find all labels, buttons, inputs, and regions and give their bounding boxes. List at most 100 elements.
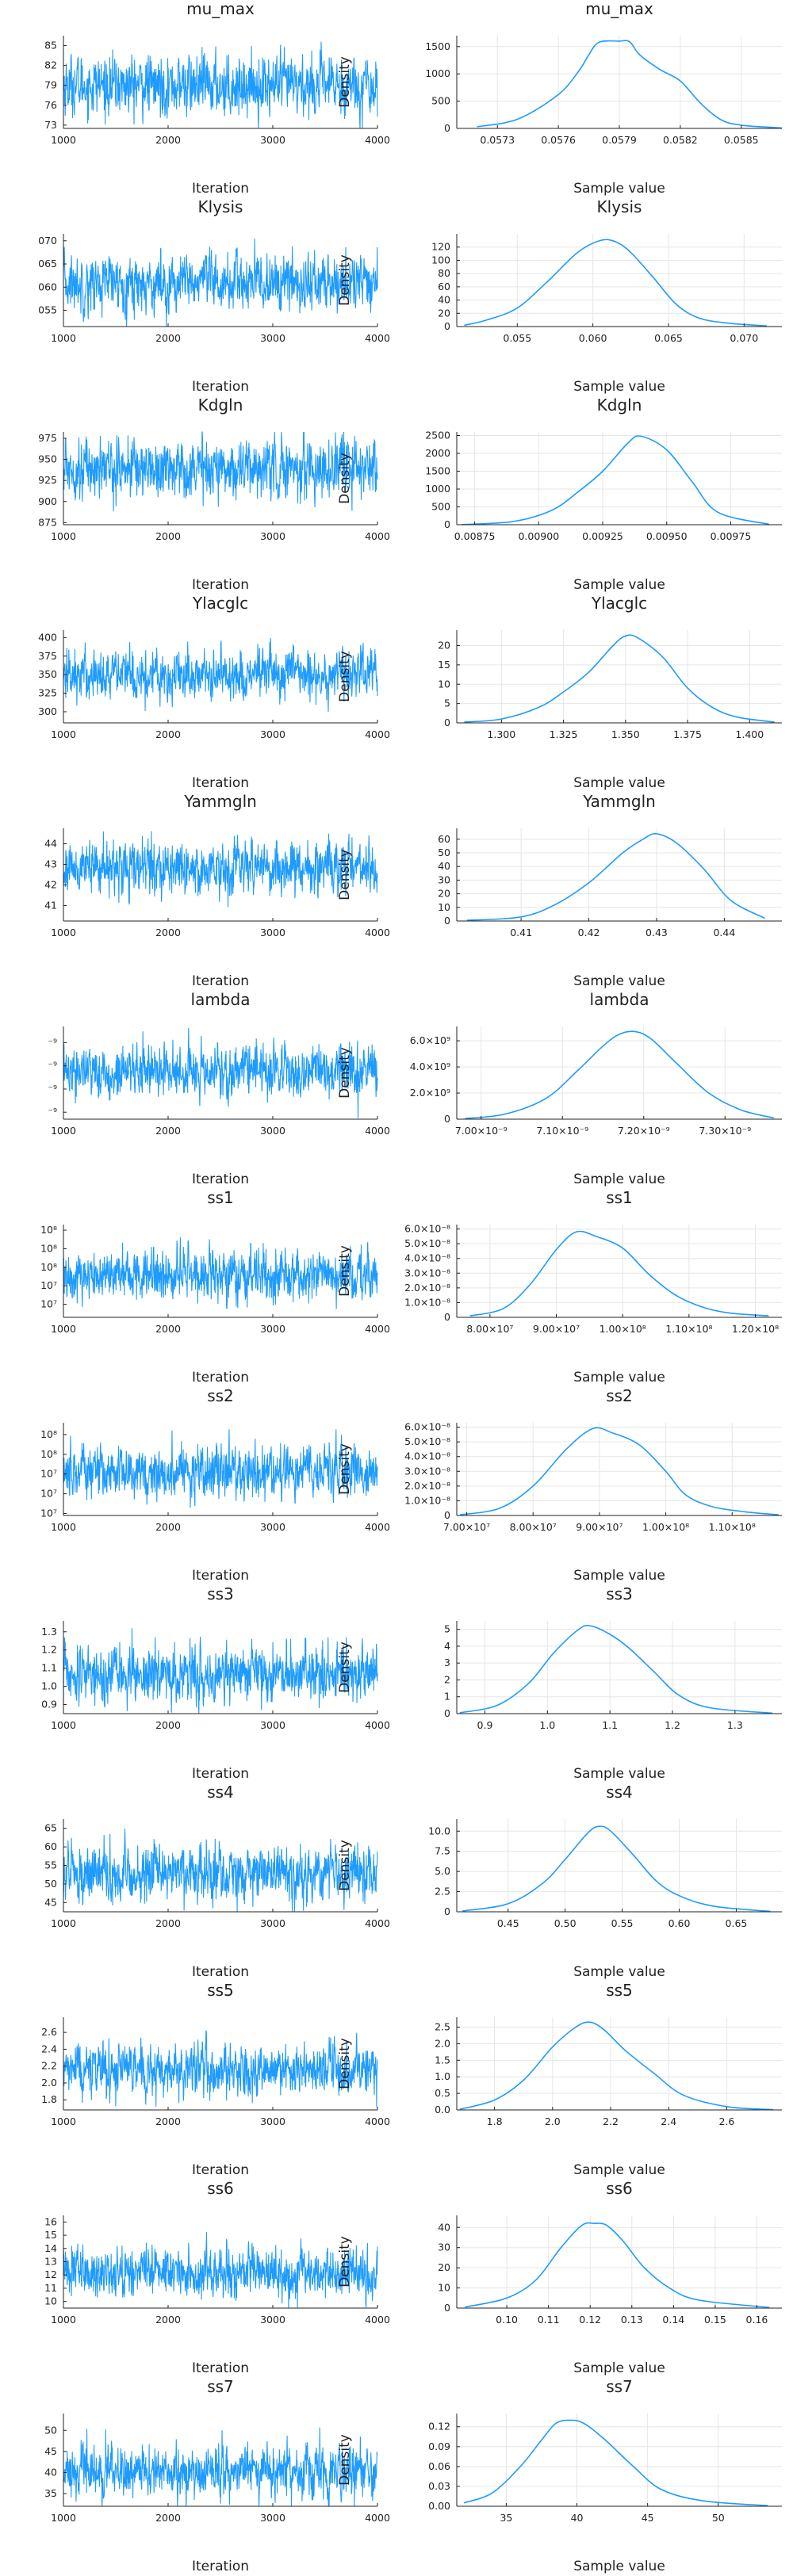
density-ylabel: Density: [337, 2434, 353, 2486]
density-xlabel: Sample value: [573, 2360, 665, 2376]
trace-plot-ss3: ss3 Iteration 1000 2000 3000 4000 0.9 1.0 1.1 1.2…: [41, 1584, 390, 1782]
trace-ytick-label: 070: [38, 235, 57, 247]
trace-ytick-label: 85: [44, 40, 57, 52]
density-ytick-label: 50: [438, 847, 450, 858]
density-xlabel: Sample value: [573, 2162, 665, 2178]
trace-xtick-label: 3000: [260, 927, 285, 938]
density-ytick-label: 40: [438, 294, 450, 306]
density-xtick-label: 0.0585: [724, 134, 759, 146]
trace-xtick-label: 2000: [155, 530, 181, 542]
row-ss2: ss2 Iteration 1000 2000 3000 4000 10⁷ 10⁷ 10⁷ 10⁸…: [40, 1386, 782, 1584]
trace-ytick-label: 12: [44, 2268, 57, 2280]
density-ylabel: Density: [337, 1443, 353, 1495]
density-xtick-label: 1.20×10⁸: [732, 1323, 779, 1335]
density-title: ss2: [606, 1386, 633, 1405]
density-ytick-label: 20: [438, 307, 450, 319]
density-xtick-label: 0.65: [726, 1917, 748, 1929]
density-ytick-label: 3.0×10⁻⁸: [404, 1267, 450, 1278]
trace-xlabel: Iteration: [192, 1964, 249, 1980]
density-xtick-label: 40: [571, 2512, 584, 2524]
density-ytick-label: 0: [444, 518, 450, 530]
trace-line-ss4: [63, 1829, 378, 1913]
row-ss1: ss1 Iteration 1000 2000 3000 4000 10⁷ 10⁷ 10⁸ 10⁸…: [40, 1188, 782, 1385]
density-xtick-label: 7.30×10⁻⁹: [699, 1125, 751, 1137]
trace-plot-ss1: ss1 Iteration 1000 2000 3000 4000 10⁷ 10⁷ 10⁸ 10⁸…: [40, 1188, 390, 1385]
density-ytick-label: 2.0×10⁻⁸: [404, 1282, 450, 1294]
trace-xtick-label: 3000: [260, 530, 285, 542]
density-ytick-label: 2.0×10⁻⁸: [404, 1480, 450, 1492]
trace-xtick-label: 4000: [365, 1719, 390, 1731]
density-xtick-label: 0.00925: [582, 530, 623, 542]
trace-ytick-label: 10⁷: [40, 1279, 57, 1291]
density-ylabel: Density: [337, 1047, 353, 1099]
density-xtick-label: 0.00900: [518, 530, 559, 542]
density-curve-ss1: [469, 1230, 769, 1317]
trace-xtick-label: 2000: [155, 927, 181, 938]
density-xtick-label: 0.11: [538, 2314, 560, 2326]
trace-ytick-label: ⁻⁹: [48, 1083, 57, 1095]
trace-plot-Yammgln: Yammgln Iteration 1000 2000 3000 4000 41 42 43 44: [44, 792, 390, 989]
trace-xtick-label: 4000: [365, 927, 390, 938]
trace-ytick-label: 10⁷: [40, 1488, 57, 1500]
density-ytick-label: 6.0×10⁹: [410, 1034, 450, 1046]
trace-ytick-label: 925: [38, 474, 57, 486]
trace-xtick-label: 1000: [51, 332, 76, 344]
trace-xtick-label: 4000: [365, 1125, 390, 1137]
density-xtick-label: 1.400: [735, 728, 764, 740]
density-xtick-label: 8.00×10⁷: [466, 1323, 513, 1335]
density-xlabel: Sample value: [573, 1171, 665, 1187]
density-xtick-label: 0.15: [704, 2314, 726, 2326]
trace-ytick-label: 350: [38, 668, 57, 680]
trace-line-ss3: [63, 1628, 378, 1714]
density-plot-Klysis: Klysis Sample value 0.055 0.060 0.065 0.070 02…: [337, 197, 782, 395]
trace-title: ss3: [207, 1584, 234, 1603]
trace-ytick-label: 0.9: [41, 1699, 57, 1710]
density-ytick-label: 60: [438, 281, 450, 292]
density-ylabel: Density: [337, 849, 353, 900]
trace-xtick-label: 3000: [260, 2512, 285, 2524]
trace-line-ss2: [63, 1429, 378, 1508]
trace-ytick-label: 76: [44, 99, 57, 111]
trace-ytick-label: ⁻⁹: [48, 1060, 57, 1072]
density-xtick-label: 0.9: [477, 1719, 493, 1731]
trace-plot-ss5: ss5 Iteration 1000 2000 3000 4000 1.8 2.0 2.2 2.4…: [41, 1981, 390, 2178]
trace-xtick-label: 2000: [155, 1323, 181, 1335]
density-xtick-label: 0.16: [746, 2314, 768, 2326]
density-ytick-label: 2500: [425, 430, 450, 441]
trace-ytick-label: 16: [44, 2215, 57, 2227]
trace-xtick-label: 1000: [51, 728, 76, 740]
row-ss7: ss7 Iteration 1000 2000 3000 4000 35 40 45 50 ss7 S…: [44, 2377, 782, 2574]
density-plot-lambda: lambda Sample value 7.00×10⁻⁹ 7.10×10⁻⁹ 7.20…: [337, 990, 782, 1187]
trace-xlabel: Iteration: [192, 577, 249, 593]
density-ytick-label: 0.03: [428, 2480, 450, 2492]
density-ytick-label: 5.0×10⁻⁸: [404, 1237, 450, 1249]
density-curve-ss3: [459, 1624, 773, 1714]
density-xtick-label: 2.2: [603, 2115, 619, 2127]
density-xtick-label: 0.43: [646, 927, 668, 938]
density-xtick-label: 1.1: [602, 1719, 618, 1731]
trace-xtick-label: 4000: [365, 530, 390, 542]
density-title: Kdgln: [597, 396, 642, 415]
trace-ytick-label: ⁻⁹: [48, 1036, 57, 1048]
density-curve-ss4: [462, 1825, 771, 1913]
row-mu_max: mu_max Iteration 1000 2000 3000 4000 73 76 79 82 8…: [44, 0, 783, 197]
density-plot-ss5: ss5 Sample value 1.8 2.0 2.2 2.4 2.6 0.0 0.5 1.0 1…: [337, 1981, 782, 2178]
density-xlabel: Sample value: [573, 379, 665, 395]
trace-ytick-label: 14: [44, 2242, 57, 2254]
trace-ytick-label: 1.1: [41, 1662, 57, 1674]
density-ytick-label: 15: [438, 659, 450, 671]
density-xtick-label: 1.10×10⁸: [709, 1521, 756, 1533]
trace-xlabel: Iteration: [192, 2360, 249, 2376]
trace-xtick-label: 2000: [155, 134, 181, 146]
trace-xlabel: Iteration: [192, 2162, 249, 2178]
density-xtick-label: 0.44: [713, 927, 735, 938]
density-ytick-label: 2.5: [435, 2021, 450, 2033]
density-ytick-label: 5.0×10⁻⁸: [404, 1435, 450, 1447]
trace-ytick-label: 45: [44, 2445, 57, 2457]
density-xtick-label: 0.13: [621, 2314, 643, 2326]
trace-ytick-label: 1.3: [41, 1626, 57, 1638]
trace-xtick-label: 3000: [260, 134, 285, 146]
trace-ytick-label: 10⁸: [40, 1428, 57, 1440]
trace-xtick-label: 1000: [51, 927, 76, 938]
